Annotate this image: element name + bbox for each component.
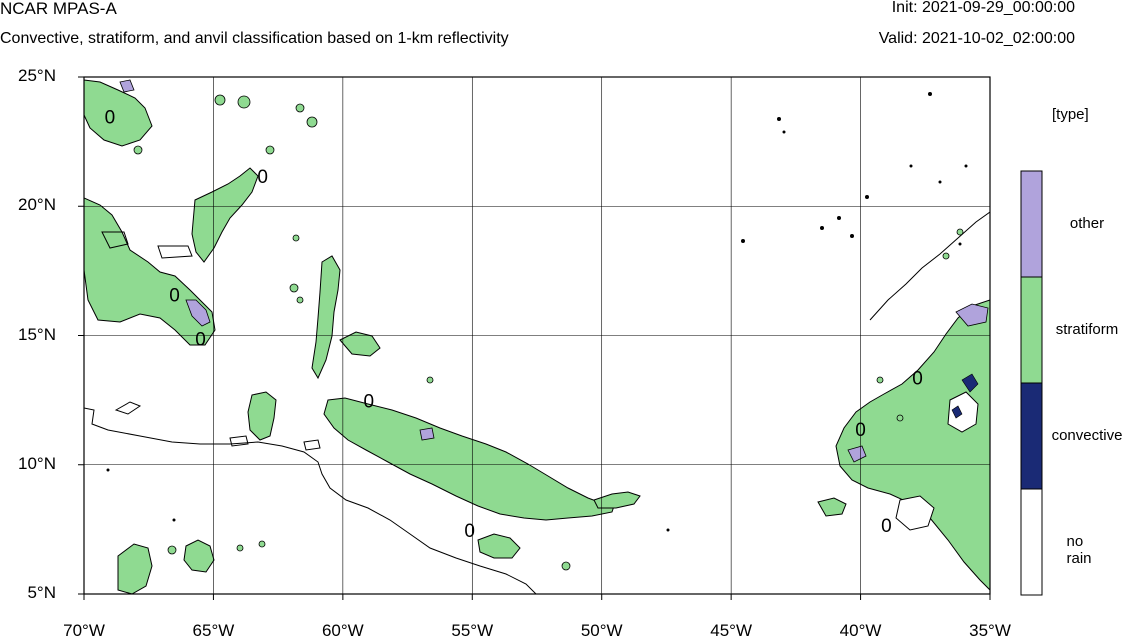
valid-time: Valid: 2021-10-02_02:00:00 xyxy=(878,30,1075,47)
legend-swatch xyxy=(1020,382,1043,490)
coastline-south-america xyxy=(84,407,537,594)
longitude-tick-label: 35°W xyxy=(969,621,1011,640)
contour-label: 0 xyxy=(195,330,206,351)
contour-label: 0 xyxy=(105,107,116,128)
legend-swatch xyxy=(1020,276,1043,384)
contour-labels: 0 0 0 0 0 0 0 0 0 xyxy=(105,107,923,542)
map-gridlines xyxy=(84,77,990,594)
latitude-tick-label: 15°N xyxy=(18,324,56,344)
longitude-tick-label: 50°W xyxy=(580,621,623,640)
legend-item-label: other xyxy=(1069,215,1105,232)
precip-other-patch xyxy=(847,445,867,463)
precip-area-dominica xyxy=(339,331,381,357)
legend-item-label: convective xyxy=(1051,427,1123,444)
latitude-tick-label: 5°N xyxy=(27,583,56,602)
precip-area-northwest xyxy=(84,79,153,147)
precip-area-main-band xyxy=(323,397,617,521)
precip-area-east-south-clear xyxy=(895,495,935,531)
latitude-tick-label: 25°N xyxy=(18,66,56,85)
contour-label: 0 xyxy=(881,516,892,537)
precip-area-south-mid xyxy=(183,539,215,573)
longitude-tick-label: 45°W xyxy=(710,621,753,640)
contour-label: 0 xyxy=(257,167,268,188)
longitude-tick-label: 40°W xyxy=(839,621,882,640)
legend-swatch xyxy=(1020,170,1043,278)
precip-area-main-band-south xyxy=(477,533,521,559)
coastline-island xyxy=(101,231,129,249)
latitude-tick-label: 20°N xyxy=(18,195,56,215)
legend-swatch xyxy=(1020,488,1043,596)
precipitation-field xyxy=(84,79,990,594)
precip-other-patch xyxy=(185,299,211,327)
coastline-island xyxy=(114,401,142,415)
precip-other-patch xyxy=(119,79,135,93)
contour-label: 0 xyxy=(363,392,374,413)
coastlines xyxy=(84,231,537,594)
precip-area-east-inner-clear xyxy=(947,391,979,433)
precip-tiny-cells xyxy=(106,92,968,532)
precip-other-patch xyxy=(955,303,989,327)
coastline-island xyxy=(157,245,193,259)
longitude-tick-label: 55°W xyxy=(451,621,494,640)
precip-convective-core xyxy=(961,373,979,393)
precip-area-east-northline xyxy=(869,211,990,321)
contour-label: 0 xyxy=(169,286,180,307)
longitude-tick-label: 65°W xyxy=(192,621,235,640)
contour-label: 0 xyxy=(464,521,475,542)
precip-area-east-complex xyxy=(835,299,990,591)
contour-label: 0 xyxy=(912,368,923,389)
precip-area-south-west xyxy=(117,543,153,594)
init-time: Init: 2021-09-29_00:00:00 xyxy=(891,0,1075,16)
axis-ticks xyxy=(78,76,991,600)
coastline-trinidad xyxy=(303,439,321,451)
latitude-tick-label: 10°N xyxy=(18,453,56,473)
legend-item-label: no rain xyxy=(1066,533,1092,567)
precip-area-lesser-antilles xyxy=(311,255,341,380)
precip-other-patch xyxy=(419,427,435,441)
coastline-island xyxy=(229,435,249,447)
legend-item-label: stratiform xyxy=(1055,321,1119,338)
precip-area-small-west xyxy=(247,391,277,441)
precip-convective-core xyxy=(951,405,963,419)
longitude-tick-label: 60°W xyxy=(321,621,364,640)
precip-area-east-mid xyxy=(817,497,847,517)
longitude-tick-label: 70°W xyxy=(63,621,105,640)
precip-area-east-trail xyxy=(593,491,641,509)
legend-colorbar xyxy=(1020,170,1043,596)
legend-title: [type] xyxy=(1052,106,1089,123)
precip-scattered-cells xyxy=(133,94,964,571)
model-title: NCAR MPAS-A xyxy=(0,0,117,18)
contour-label: 0 xyxy=(855,420,866,441)
precip-area-antilles xyxy=(191,167,259,263)
plot-subtitle: Convective, stratiform, and anvil classi… xyxy=(0,30,509,47)
